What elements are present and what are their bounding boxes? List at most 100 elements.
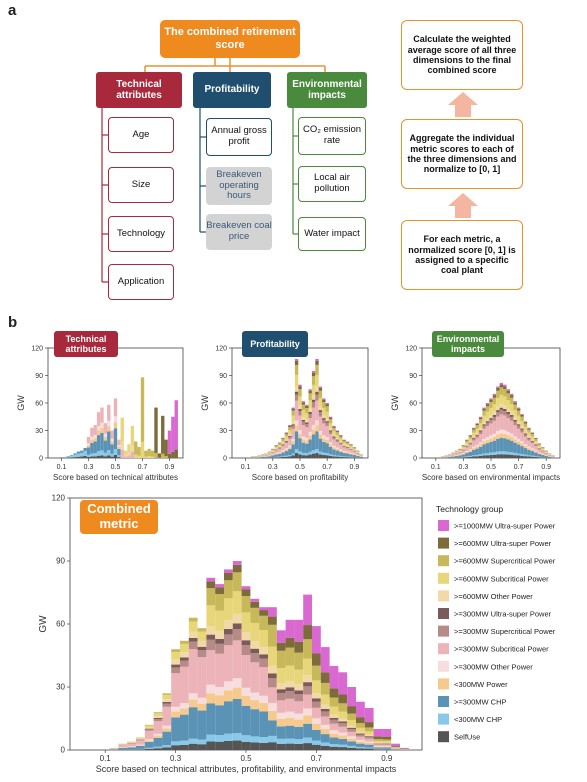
bar-segment <box>530 439 535 441</box>
bar-segment <box>516 425 521 429</box>
bar-segment <box>291 407 295 409</box>
y-tick-label: 0 <box>61 746 66 755</box>
y-axis-label: GW <box>16 395 26 411</box>
bar-segment <box>259 737 268 743</box>
bar-segment <box>520 414 524 417</box>
bar-segment <box>530 451 535 456</box>
bar-segment <box>96 412 101 426</box>
bar-segment <box>523 422 528 424</box>
bar-segment <box>315 386 319 392</box>
bar-segment <box>276 650 286 669</box>
bar-segment <box>320 708 330 712</box>
bar-segment <box>458 452 462 455</box>
bar-segment <box>171 667 180 674</box>
bar-segment <box>352 453 357 455</box>
bar-segment <box>305 422 309 424</box>
bar-segment <box>171 451 175 458</box>
bar-segment <box>373 742 383 744</box>
bar-segment <box>513 442 517 453</box>
bar-segment <box>527 437 531 439</box>
bar-segment <box>277 453 282 457</box>
bar-segment <box>301 452 306 456</box>
bar-segment <box>320 742 330 746</box>
bar-segment <box>250 607 260 623</box>
bar-segment <box>325 404 329 407</box>
bar-segment <box>503 415 507 431</box>
bar-segment <box>485 426 490 438</box>
bar-segment <box>329 688 339 698</box>
bar-segment <box>478 455 483 458</box>
bar-segment <box>342 444 346 446</box>
bar-segment <box>373 729 383 737</box>
bar-segment <box>277 444 282 447</box>
bar-segment <box>144 729 154 731</box>
bar-segment <box>308 411 312 414</box>
bar-segment <box>162 693 172 695</box>
bar-segment <box>328 417 333 420</box>
bar-segment <box>509 420 514 434</box>
bar-segment <box>303 675 312 683</box>
bar-segment <box>503 386 507 390</box>
bar-segment <box>241 687 251 696</box>
bar-segment <box>288 436 292 439</box>
bar-segment <box>329 733 339 738</box>
bar-segment <box>527 436 531 438</box>
bar-segment <box>291 424 295 426</box>
legend-entry: >=300MW Supercritical Power <box>454 627 556 636</box>
bar-segment <box>232 623 242 630</box>
bar-segment <box>322 401 326 408</box>
bar-segment <box>527 448 531 450</box>
bar-segment <box>294 739 304 744</box>
bar-segment <box>73 454 77 458</box>
bar-segment <box>520 446 524 455</box>
legend-entry: <300MW CHP <box>454 715 502 724</box>
bar-segment <box>250 598 260 602</box>
bar-segment <box>171 741 180 746</box>
bar-segment <box>123 456 128 458</box>
bar-segment <box>523 436 528 445</box>
bar-segment <box>153 733 163 736</box>
bar-segment <box>150 450 155 457</box>
bar-segment <box>318 390 323 398</box>
bar-segment <box>276 700 286 713</box>
bar-segment <box>281 438 285 440</box>
bar-segment <box>328 446 333 455</box>
bar-segment <box>268 673 277 679</box>
bar-segment <box>492 395 497 398</box>
bar-segment <box>136 737 145 739</box>
bar-segment <box>513 436 517 440</box>
bar-segment <box>284 433 289 437</box>
bar-segment <box>281 445 285 447</box>
bar-segment <box>485 418 490 422</box>
bar-segment <box>312 707 321 719</box>
bar-segment <box>468 451 473 456</box>
bar-segment <box>547 454 552 455</box>
bar-segment <box>475 432 479 435</box>
bar-segment <box>250 700 260 710</box>
bar-segment <box>356 746 365 749</box>
bar-segment <box>356 717 365 724</box>
bar-segment <box>339 438 343 442</box>
bar-segment <box>329 723 339 731</box>
bar-segment <box>140 377 145 442</box>
bar-segment <box>206 741 216 750</box>
bar-segment <box>274 445 278 446</box>
bar-segment <box>527 427 531 429</box>
bar-segment <box>277 442 282 444</box>
bar-segment <box>298 384 302 387</box>
bar-segment <box>259 742 268 750</box>
bar-segment <box>499 433 504 438</box>
bar-segment <box>259 667 268 696</box>
bar-segment <box>100 407 104 423</box>
bar-segment <box>232 613 242 624</box>
bar-segment <box>180 740 189 745</box>
bar-segment <box>288 449 292 456</box>
y-tick-label: 0 <box>39 456 43 463</box>
bar-segment <box>276 726 286 739</box>
bar-segment <box>118 747 128 750</box>
bar-segment <box>69 457 74 458</box>
bar-segment <box>349 450 353 453</box>
bar-segment <box>136 745 145 746</box>
bar-segment <box>318 410 323 413</box>
bar-segment <box>530 455 535 457</box>
